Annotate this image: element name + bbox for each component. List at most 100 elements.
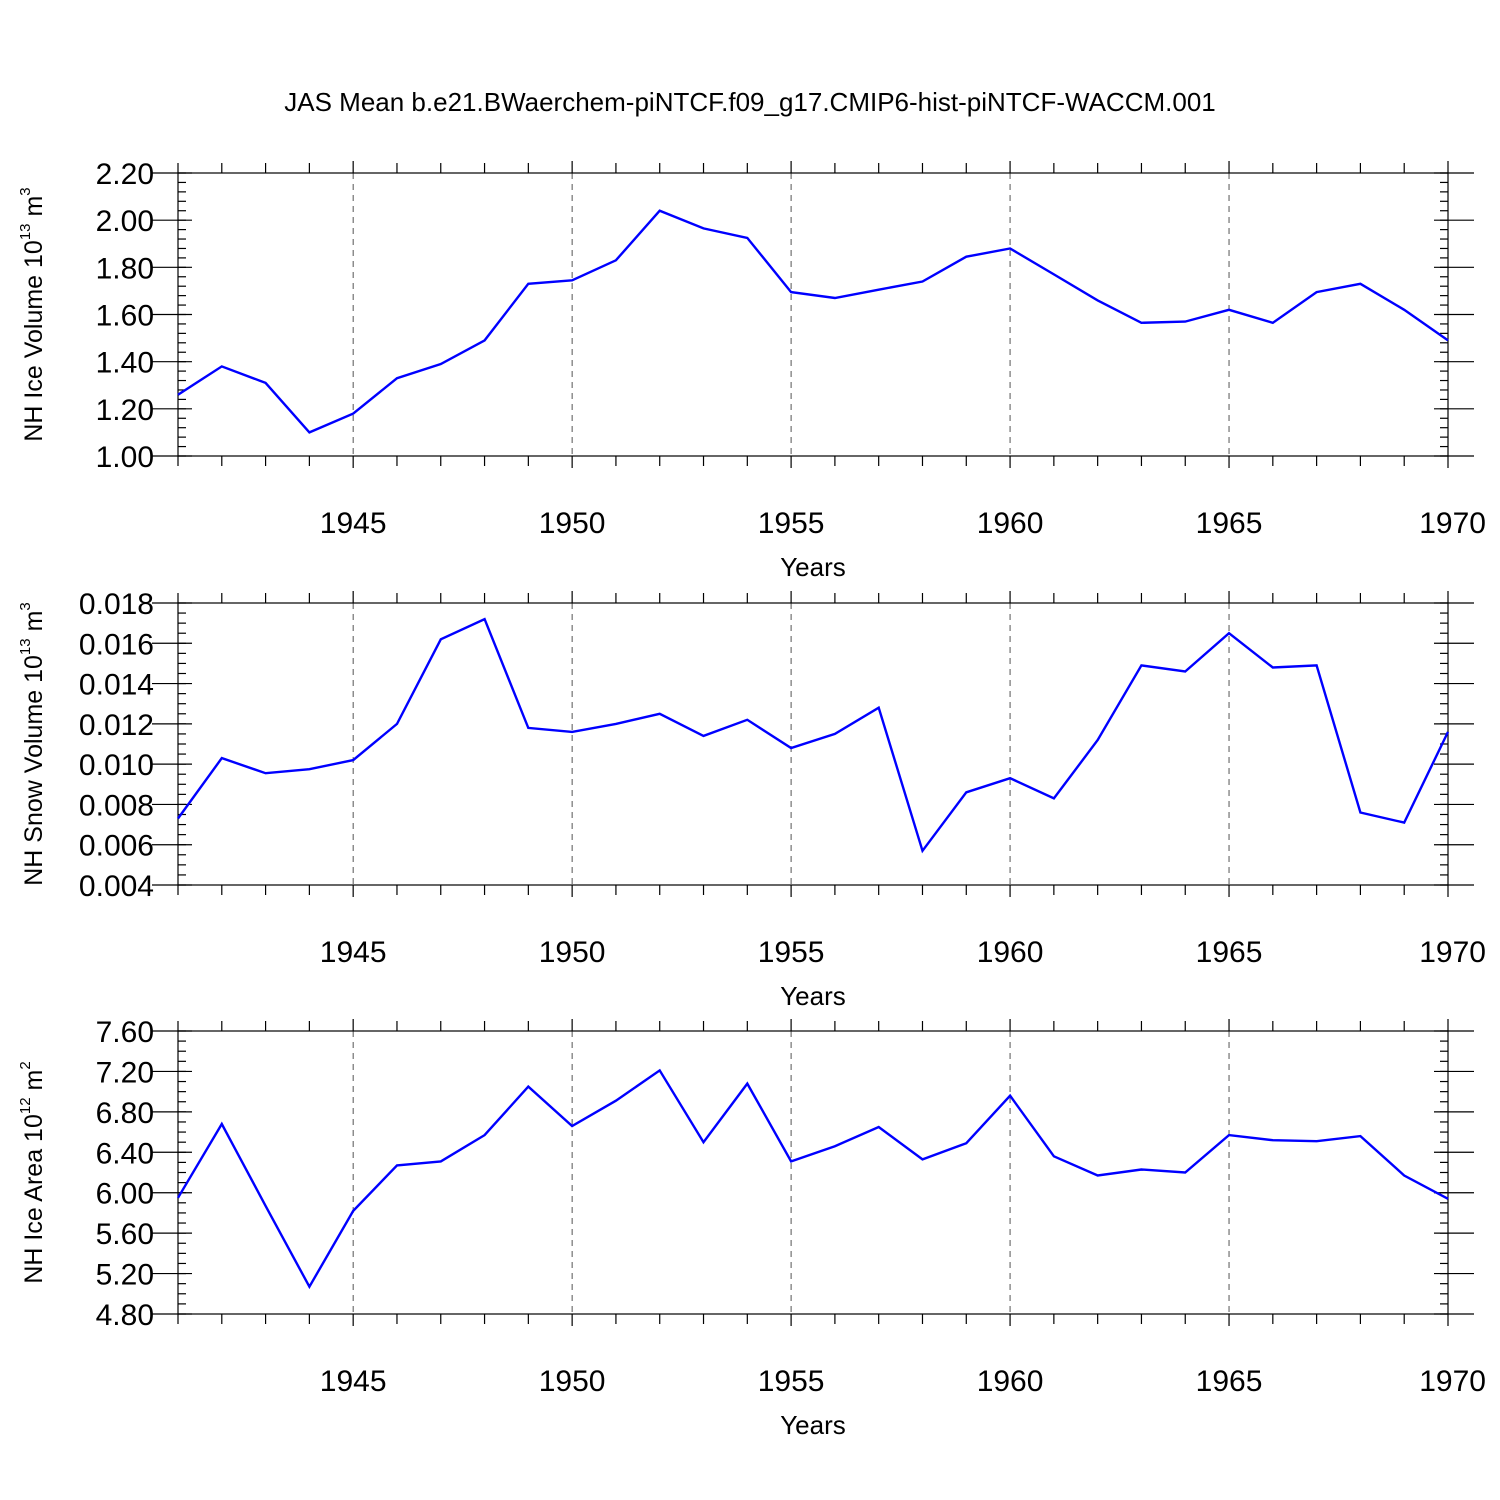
y-tick-label: 0.016 xyxy=(79,628,154,661)
data-point xyxy=(702,226,706,230)
data-point xyxy=(658,1068,662,1072)
data-point xyxy=(833,1144,837,1148)
y-tick-label: 2.00 xyxy=(96,205,154,238)
data-point xyxy=(1358,810,1362,814)
data-point xyxy=(1402,308,1406,312)
y-tick-label: 7.20 xyxy=(96,1056,154,1089)
data-point xyxy=(1271,665,1275,669)
data-point xyxy=(220,1122,224,1126)
data-point xyxy=(1358,1134,1362,1138)
data-point xyxy=(877,288,881,292)
chart-panel-3: 4.80 5.20 5.60 6.00 6.40 6.80 7.20 7.60 1945 1950… xyxy=(17,1016,1486,1440)
y-axis-label-exponent: 12 xyxy=(17,1097,34,1114)
x-tick-label: 1960 xyxy=(977,936,1044,969)
data-point xyxy=(789,1159,793,1163)
x-tick-label: 1960 xyxy=(977,507,1044,540)
x-tick-label: 1965 xyxy=(1196,936,1263,969)
data-point xyxy=(220,756,224,760)
y-tick-label: 0.006 xyxy=(79,830,154,863)
y-axis-label-unit: m xyxy=(20,196,48,224)
y-tick-label: 4.80 xyxy=(96,1299,154,1332)
y-tick-label: 0.014 xyxy=(79,669,154,702)
y-axis-label-text: NH Ice Volume 10 xyxy=(20,240,48,442)
data-point xyxy=(176,393,180,397)
data-point xyxy=(1052,1154,1056,1158)
data-point xyxy=(483,1133,487,1137)
chart-panel-2: 0.004 0.006 0.008 0.010 0.012 0.014 0.016 0.018… xyxy=(17,588,1486,1011)
data-point xyxy=(789,290,793,294)
data-point xyxy=(176,817,180,821)
data-point xyxy=(176,1196,180,1200)
data-point xyxy=(1271,321,1275,325)
y-axis-label: NH Ice Area 1012 m2 xyxy=(17,1061,48,1283)
data-point xyxy=(833,296,837,300)
data-point xyxy=(964,790,968,794)
y-tick-label: 0.010 xyxy=(79,749,154,782)
data-point xyxy=(1402,821,1406,825)
data-point xyxy=(264,381,268,385)
data-point xyxy=(1008,776,1012,780)
data-point xyxy=(1358,282,1362,286)
data-point xyxy=(351,1209,355,1213)
data-point xyxy=(264,1204,268,1208)
data-point xyxy=(1227,631,1231,635)
data-point xyxy=(745,718,749,722)
y-axis-label: NH Ice Volume 1013 m3 xyxy=(17,187,48,441)
y-tick-label: 7.60 xyxy=(96,1016,154,1049)
y-tick-label: 1.20 xyxy=(96,394,154,427)
data-point xyxy=(658,209,662,213)
x-tick-label: 1965 xyxy=(1196,1365,1263,1398)
data-point xyxy=(526,726,530,730)
y-tick-label: 6.00 xyxy=(96,1178,154,1211)
y-axis-label-exponent: 13 xyxy=(17,638,34,655)
x-tick-label: 1970 xyxy=(1419,507,1486,540)
x-axis-label: Years xyxy=(780,552,846,582)
y-axis-label-text: NH Ice Area 10 xyxy=(20,1114,48,1284)
data-point xyxy=(395,722,399,726)
data-point xyxy=(1096,738,1100,742)
x-tick-label: 1945 xyxy=(320,507,387,540)
data-point xyxy=(1402,1174,1406,1178)
data-point xyxy=(395,1163,399,1167)
data-point xyxy=(833,732,837,736)
y-tick-label: 1.00 xyxy=(96,441,154,474)
x-tick-label: 1955 xyxy=(758,507,825,540)
series-line xyxy=(177,617,1450,854)
data-point xyxy=(1096,1174,1100,1178)
figure-title: JAS Mean b.e21.BWaerchem-piNTCF.f09_g17.… xyxy=(284,87,1215,117)
data-point xyxy=(307,430,311,434)
data-point xyxy=(964,255,968,259)
data-point xyxy=(483,617,487,621)
y-tick-label: 6.80 xyxy=(96,1097,154,1130)
y-axis-label-unit-exponent: 3 xyxy=(17,602,34,610)
x-tick-label: 1945 xyxy=(320,1365,387,1398)
data-point xyxy=(483,338,487,342)
x-axis-label: Years xyxy=(780,1410,846,1440)
data-point xyxy=(1315,1139,1319,1143)
data-point xyxy=(351,412,355,416)
x-tick-label: 1950 xyxy=(539,936,606,969)
data-point xyxy=(614,258,618,262)
y-tick-label: 0.018 xyxy=(79,588,154,621)
data-point xyxy=(614,1099,618,1103)
series-line xyxy=(177,209,1449,434)
data-point xyxy=(526,1085,530,1089)
data-point xyxy=(1446,730,1450,734)
y-axis-label-unit: m xyxy=(20,611,48,639)
x-tick-label: 1960 xyxy=(977,1365,1044,1398)
data-point xyxy=(877,1125,881,1129)
data-point xyxy=(264,771,268,775)
data-point xyxy=(745,236,749,240)
x-tick-label: 1950 xyxy=(539,507,606,540)
data-point xyxy=(877,706,881,710)
plot-frame xyxy=(177,1030,1449,1315)
y-tick-label: 0.008 xyxy=(79,789,154,822)
data-point xyxy=(1183,1171,1187,1175)
x-axis-label: Years xyxy=(780,981,846,1011)
data-point xyxy=(745,1082,749,1086)
x-tick-label: 1950 xyxy=(539,1365,606,1398)
plot-frame xyxy=(177,602,1449,886)
x-tick-label: 1970 xyxy=(1419,1365,1486,1398)
data-point xyxy=(220,364,224,368)
y-tick-label: 5.20 xyxy=(96,1259,154,1292)
